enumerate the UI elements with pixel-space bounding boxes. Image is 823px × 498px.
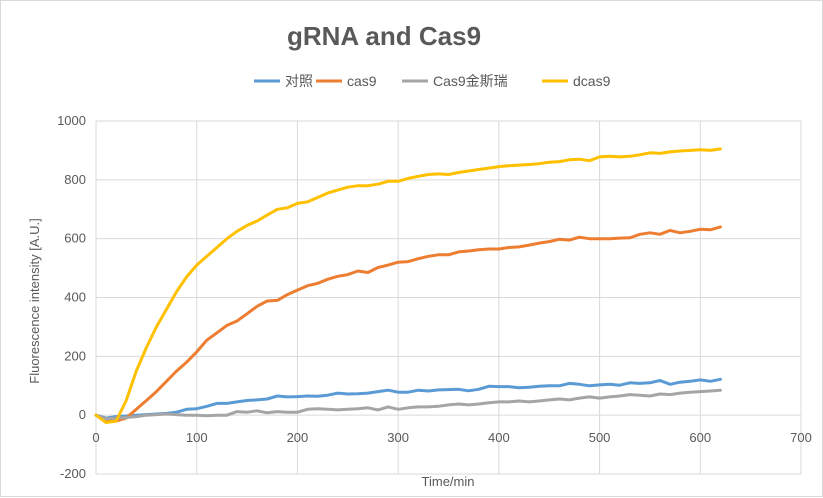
y-tick-label: -200 <box>60 466 86 481</box>
legend: 对照 cas9 Cas9金斯瑞 dcas9 <box>254 73 611 89</box>
x-tick-label: 100 <box>186 430 208 445</box>
x-tick-label: 700 <box>790 430 812 445</box>
x-tick-labels: 0 100 200 300 400 500 600 700 <box>92 430 811 445</box>
x-tick-label: 300 <box>387 430 409 445</box>
legend-label: dcas9 <box>573 73 611 89</box>
y-tick-label: 0 <box>79 407 86 422</box>
y-axis-title: Fluorescence intensity [A.U.] <box>27 218 42 383</box>
x-tick-label: 400 <box>488 430 510 445</box>
y-tick-label: 800 <box>64 172 86 187</box>
y-tick-label: 200 <box>64 348 86 363</box>
x-tick-label: 600 <box>689 430 711 445</box>
chart-title: gRNA and Cas9 <box>287 21 481 51</box>
series-line-4 <box>94 147 722 424</box>
series-lines <box>94 147 722 424</box>
legend-label: 对照 <box>285 73 313 89</box>
series-line-3 <box>94 388 722 421</box>
x-axis-title: Time/min <box>422 474 475 489</box>
x-tick-label: 200 <box>287 430 309 445</box>
legend-label: cas9 <box>347 73 377 89</box>
x-tick-label: 0 <box>92 430 99 445</box>
y-tick-label: 600 <box>64 231 86 246</box>
y-tick-label: 400 <box>64 290 86 305</box>
x-tick-label: 500 <box>589 430 611 445</box>
series-line-2 <box>94 225 722 423</box>
legend-label: Cas9金斯瑞 <box>433 73 508 89</box>
y-tick-labels: -200 0 200 400 600 800 1000 <box>57 113 86 481</box>
y-tick-label: 1000 <box>57 113 86 128</box>
series-line-1 <box>94 377 722 420</box>
